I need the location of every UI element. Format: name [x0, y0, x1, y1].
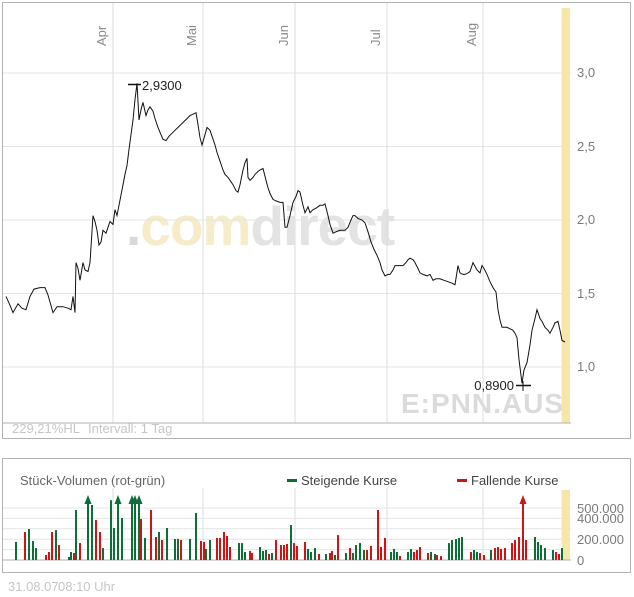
month-label-aug: Aug [464, 22, 479, 46]
price-axis-tick-2: 2,0 [577, 212, 596, 227]
legend-swatch-rising [287, 479, 297, 482]
watermark-dot: . [126, 195, 141, 257]
month-label-jun: Jun [276, 25, 291, 46]
low-annotation: 0,8900 [474, 378, 514, 393]
interval-label: Intervall: 1 Tag [88, 421, 173, 436]
watermark-com: com [140, 195, 251, 257]
volume-axis-tick-2: 200.000 [577, 532, 624, 547]
high-annotation: 2,9300 [142, 78, 182, 93]
price-axis-tick-1: 2,5 [577, 139, 596, 154]
month-label-jul: Jul [368, 29, 383, 46]
price-axis-tick-0: 3,0 [577, 65, 596, 80]
volume-title: Stück-Volumen (rot-grün) [20, 473, 166, 488]
volume-axis-tick-3: 0 [577, 553, 585, 568]
month-label-apr: Apr [94, 25, 109, 46]
legend-label-rising: Steigende Kurse [301, 473, 398, 488]
price-axis-tick-3: 1,5 [577, 286, 596, 301]
month-label-mai: Mai [184, 25, 199, 46]
symbol-watermark: E:PNN.AUS [401, 388, 565, 419]
time-label: 08:10 Uhr [58, 579, 116, 594]
legend-swatch-falling [457, 479, 467, 482]
volume-axis-tick-1: 400.000 [577, 511, 624, 526]
watermark-direct: direct [250, 195, 395, 257]
legend-label-falling: Fallende Kurse [471, 473, 559, 488]
percent-hl-label: 229,21%HL [12, 421, 80, 436]
price-axis-tick-4: 1,0 [577, 359, 596, 374]
comdirect-watermark: .comdirect [126, 194, 395, 258]
date-label: 31.08.07 [8, 579, 59, 594]
volume-axis-tick-0: 500.000 [577, 501, 624, 516]
